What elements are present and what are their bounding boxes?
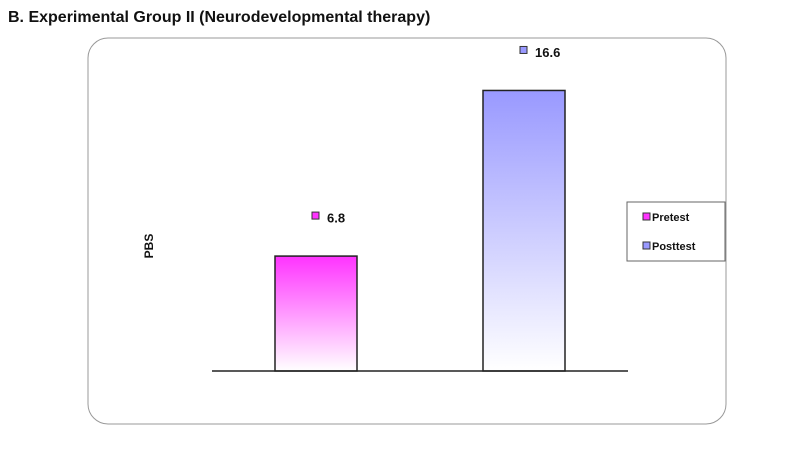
- chart-title: B. Experimental Group II (Neurodevelopme…: [8, 9, 430, 26]
- y-axis-label: PBS: [142, 234, 156, 259]
- plot-frame: [87, 37, 727, 425]
- legend-key: [642, 212, 651, 221]
- legend-box: [626, 201, 726, 262]
- data-label: 6.8: [327, 211, 345, 226]
- data-label: 16.6: [535, 45, 560, 60]
- bar: [482, 89, 566, 372]
- data-label-key: [311, 211, 320, 220]
- legend-label: Posttest: [652, 241, 696, 253]
- bar: [274, 255, 358, 372]
- legend-label: Pretest: [652, 212, 690, 224]
- data-label-key: [519, 45, 528, 54]
- legend-key: [642, 241, 651, 250]
